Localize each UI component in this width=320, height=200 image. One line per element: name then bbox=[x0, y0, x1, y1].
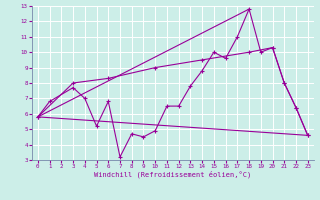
X-axis label: Windchill (Refroidissement éolien,°C): Windchill (Refroidissement éolien,°C) bbox=[94, 171, 252, 178]
